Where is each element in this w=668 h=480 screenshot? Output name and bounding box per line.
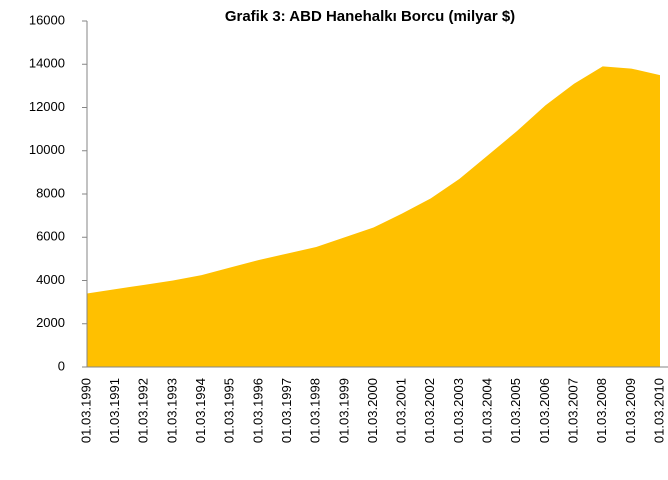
x-tick-label: 01.03.1992	[136, 378, 151, 443]
x-tick-label: 01.03.2006	[537, 378, 552, 443]
x-tick-label: 01.03.1995	[222, 378, 237, 443]
x-tick-label: 01.03.1998	[308, 378, 323, 443]
y-tick-label: 12000	[29, 99, 65, 114]
x-tick-label: 01.03.1990	[78, 378, 93, 443]
y-tick-label: 6000	[36, 229, 65, 244]
y-tick-label: 4000	[36, 272, 65, 287]
x-tick-label: 01.03.2010	[651, 378, 666, 443]
x-tick-label: 01.03.1994	[193, 378, 208, 443]
y-tick-label: 2000	[36, 315, 65, 330]
x-tick-label: 01.03.2002	[422, 378, 437, 443]
area	[87, 66, 660, 367]
x-tick-label: 01.03.1993	[164, 378, 179, 443]
x-tick-label: 01.03.2009	[623, 378, 638, 443]
x-tick-label: 01.03.1996	[250, 378, 265, 443]
y-tick-label: 10000	[29, 142, 65, 157]
y-tick-label: 0	[58, 358, 65, 373]
x-tick-label: 01.03.1997	[279, 378, 294, 443]
x-tick-label: 01.03.2003	[451, 378, 466, 443]
y-tick-label: 14000	[29, 56, 65, 71]
x-tick-label: 01.03.2000	[365, 378, 380, 443]
y-tick-label: 16000	[29, 12, 65, 27]
x-tick-label: 01.03.2005	[508, 378, 523, 443]
chart-title: Grafik 3: ABD Hanehalkı Borcu (milyar $)	[225, 8, 515, 25]
x-tick-label: 01.03.1999	[336, 378, 351, 443]
x-tick-label: 01.03.2001	[394, 378, 409, 443]
x-tick-label: 01.03.2004	[480, 378, 495, 443]
y-tick-label: 8000	[36, 185, 65, 200]
x-tick-label: 01.03.2007	[565, 378, 580, 443]
x-tick-label: 01.03.1991	[107, 378, 122, 443]
x-tick-label: 01.03.2008	[594, 378, 609, 443]
